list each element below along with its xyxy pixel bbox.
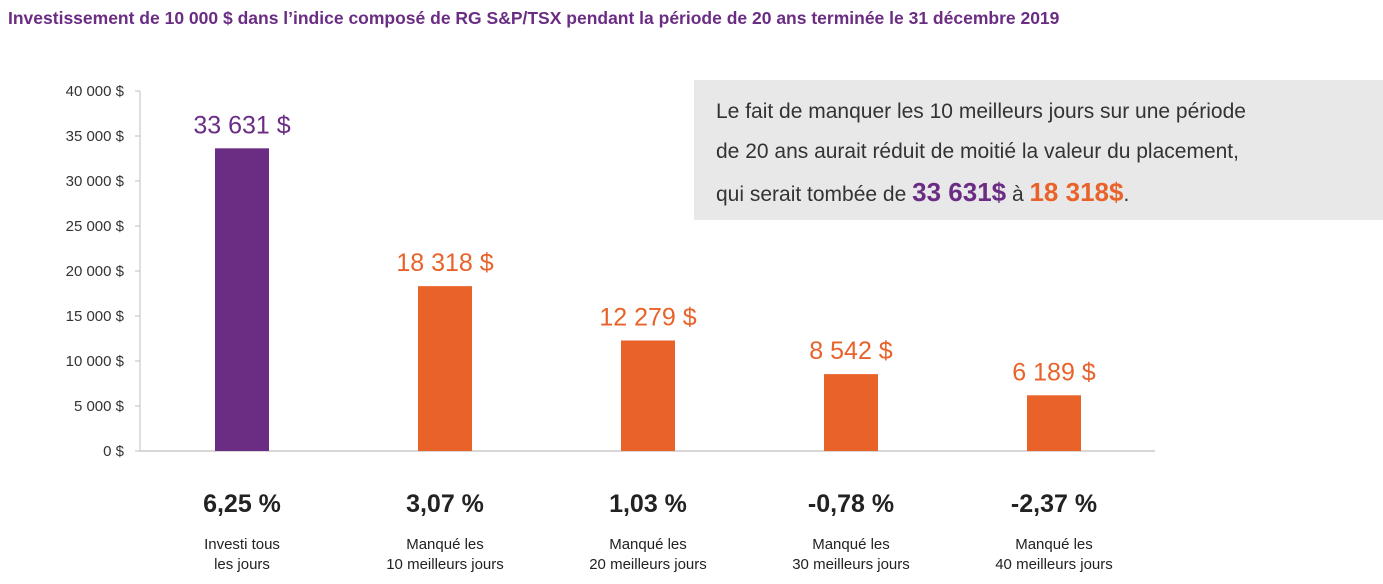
category-label-line-2: les jours [214, 556, 270, 573]
return-rate-label: -0,78 % [808, 490, 894, 518]
category-label-line-2: 10 meilleurs jours [386, 556, 504, 573]
annotation-middle: à [1006, 183, 1030, 206]
annotation-prefix: qui serait tombée de [716, 183, 913, 206]
bar-value-label: 12 279 $ [599, 303, 696, 331]
annotation-highlight-total: 33 631$ [912, 177, 1007, 207]
bar-value-label: 33 631 $ [193, 111, 290, 139]
annotation-line-1: Le fait de manquer les 10 meilleurs jour… [716, 100, 1246, 123]
bar-value-label: 6 189 $ [1012, 358, 1096, 386]
annotation-suffix: . [1123, 183, 1130, 206]
category-label-line-1: Manqué les [1015, 536, 1093, 553]
bar [1027, 395, 1081, 451]
return-rate-label: 1,03 % [609, 490, 687, 518]
y-tick-label: 15 000 $ [66, 308, 125, 325]
annotation-callout: Le fait de manquer les 10 meilleurs jour… [694, 80, 1383, 220]
category-label-line-2: 20 meilleurs jours [589, 556, 707, 573]
labels-group: 33 631 $ 6,25 % Investi tous les jours 18 31… [193, 111, 1112, 573]
category-label-line-1: Manqué les [406, 536, 484, 553]
category-label-line-1: Investi tous [204, 536, 280, 553]
chart-title: Investissement de 10 000 $ dans l’indice… [8, 8, 1060, 28]
y-tick-label: 0 $ [103, 443, 125, 460]
category-label-line-2: 40 meilleurs jours [995, 556, 1113, 573]
y-tick-label: 30 000 $ [66, 173, 125, 190]
category-label-line-2: 30 meilleurs jours [792, 556, 910, 573]
bar [621, 340, 675, 451]
y-tick-label: 40 000 $ [66, 83, 125, 100]
bar-value-label: 18 318 $ [396, 249, 493, 277]
bar [418, 286, 472, 451]
return-rate-label: 6,25 % [203, 490, 281, 518]
category-label-line-1: Manqué les [609, 536, 687, 553]
y-tick-label: 35 000 $ [66, 128, 125, 145]
category-label-line-1: Manqué les [812, 536, 890, 553]
y-tick-label: 10 000 $ [66, 353, 125, 370]
return-rate-label: 3,07 % [406, 490, 484, 518]
bar-value-label: 8 542 $ [809, 337, 893, 365]
y-tick-label: 25 000 $ [66, 218, 125, 235]
y-tick-label: 20 000 $ [66, 263, 125, 280]
y-tick-label: 5 000 $ [74, 398, 125, 415]
return-rate-label: -2,37 % [1011, 490, 1097, 518]
annotation-line-3: qui serait tombée de 33 631$ à 18 318$. [716, 172, 1383, 215]
y-axis: 0 $ 5 000 $ 10 000 $ 15 000 $ 20 000 $ 25 000… [66, 83, 1155, 460]
annotation-line-2: de 20 ans aurait réduit de moitié la val… [716, 140, 1239, 163]
bar [824, 374, 878, 451]
bars-group [215, 148, 1081, 452]
annotation-highlight-missed: 18 318$ [1029, 177, 1124, 207]
bar [215, 148, 269, 452]
